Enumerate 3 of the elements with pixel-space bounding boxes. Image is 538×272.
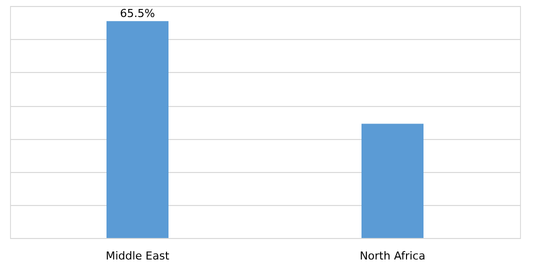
x-tick-label: Middle East bbox=[106, 250, 170, 262]
x-tick-label: North Africa bbox=[360, 250, 426, 262]
data-label: 65.5% bbox=[120, 7, 155, 20]
